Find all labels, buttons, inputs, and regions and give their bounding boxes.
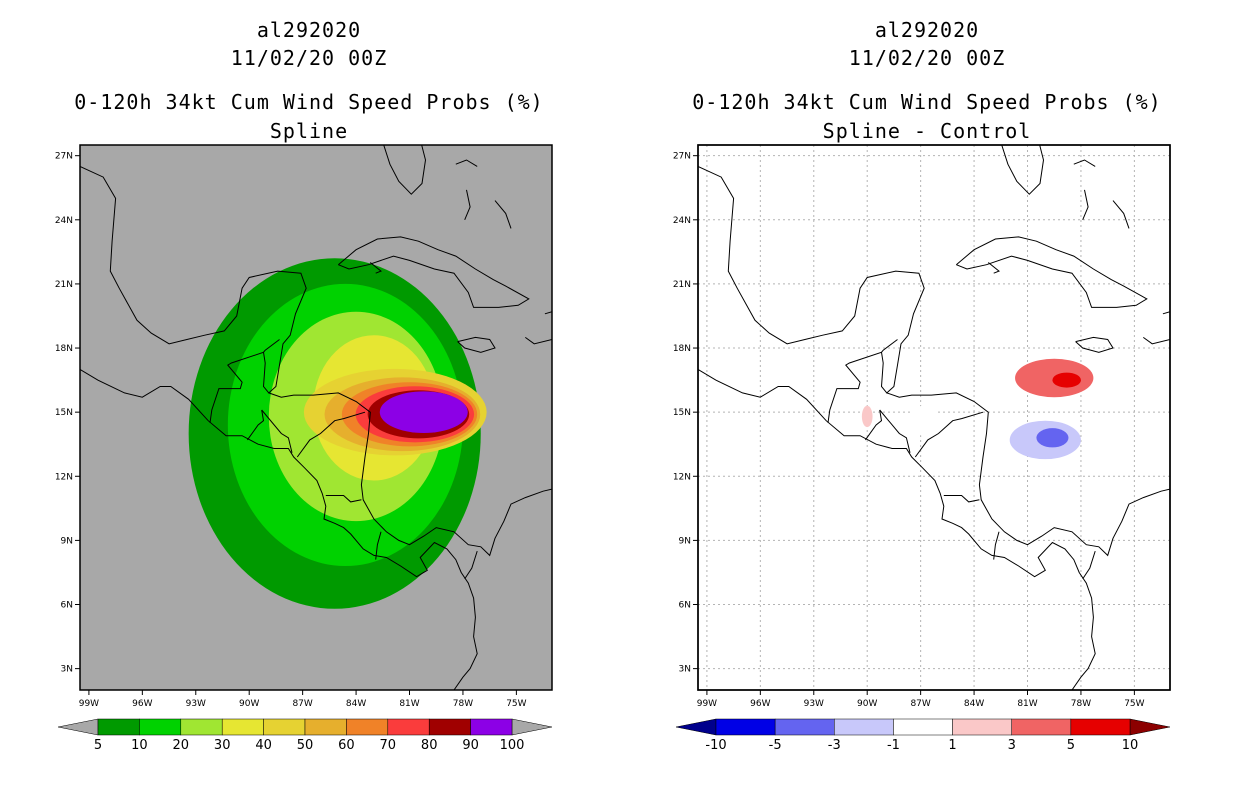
- difference-panel: al292020 11/02/20 00Z 0-120h 34kt Cum Wi…: [618, 0, 1236, 800]
- y-tick-label: 15N: [55, 408, 73, 418]
- x-tick-label: 90W: [239, 699, 259, 709]
- contour-fill-90: [380, 391, 468, 433]
- colorbar-swatch: [775, 719, 834, 735]
- x-tick-label: 90W: [857, 699, 877, 709]
- colorbar-high-arrow: [512, 719, 552, 735]
- colorbar-swatch: [834, 719, 893, 735]
- spline-panel: al292020 11/02/20 00Z 0-120h 34kt Cum Wi…: [0, 0, 618, 800]
- colorbar-swatch: [429, 719, 470, 735]
- colorbar-swatch: [181, 719, 222, 735]
- y-tick-label: 24N: [673, 216, 691, 226]
- colorbar-label: 20: [173, 738, 190, 753]
- y-tick-label: 18N: [55, 344, 73, 354]
- x-tick-label: 84W: [964, 699, 984, 709]
- y-tick-label: 3N: [679, 665, 691, 675]
- colorbar-label: 40: [255, 738, 272, 753]
- colorbar-swatch: [305, 719, 346, 735]
- x-tick-label: 81W: [1017, 699, 1037, 709]
- colorbar-label: 1: [948, 738, 956, 753]
- y-tick-label: 6N: [679, 601, 691, 611]
- y-tick-label: 21N: [55, 280, 73, 290]
- colorbar-label: 70: [380, 738, 397, 753]
- spline-map-svg: 99W 96W 93W 90W 87W 84W 81W 78W 75W 27N 24N 21N 18N 1…: [0, 0, 618, 800]
- colorbar-label: 50: [297, 738, 314, 753]
- colorbar-low-arrow: [58, 719, 98, 735]
- colorbar-swatch: [471, 719, 512, 735]
- colorbar-label: 3: [1008, 738, 1016, 753]
- colorbar-label: -3: [828, 738, 841, 753]
- colorbar-low-arrow: [676, 719, 716, 735]
- x-tick-label: 96W: [132, 699, 152, 709]
- colorbar-label: 90: [462, 738, 479, 753]
- colorbar-swatch: [893, 719, 952, 735]
- colorbar: 5 10 20 30 40 50 60 70 80 90 100: [58, 719, 552, 753]
- colorbar-swatch: [1012, 719, 1071, 735]
- colorbar-swatch: [222, 719, 263, 735]
- difference-blob: [908, 406, 940, 436]
- y-tick-label: 12N: [673, 472, 691, 482]
- colorbar-swatch: [98, 719, 139, 735]
- difference-blob: [1052, 373, 1080, 388]
- y-tick-label: 15N: [673, 408, 691, 418]
- y-tick-label: 18N: [673, 344, 691, 354]
- colorbar-label: 30: [214, 738, 231, 753]
- colorbar-label: 5: [1067, 738, 1075, 753]
- x-tick-label: 96W: [750, 699, 770, 709]
- colorbar-swatch: [953, 719, 1012, 735]
- colorbar-label: -1: [887, 738, 900, 753]
- colorbar-swatch: [139, 719, 180, 735]
- difference-map-svg: 99W 96W 93W 90W 87W 84W 81W 78W 75W 27N 24N 21N 18N 1…: [618, 0, 1236, 800]
- colorbar-label: 60: [338, 738, 355, 753]
- colorbar-label: 100: [500, 738, 525, 753]
- x-tick-label: 81W: [399, 699, 419, 709]
- colorbar-high-arrow: [1130, 719, 1170, 735]
- colorbar-swatch: [388, 719, 429, 735]
- y-tick-label: 27N: [55, 152, 73, 162]
- x-tick-label: 75W: [1124, 699, 1144, 709]
- colorbar-swatch: [716, 719, 775, 735]
- x-tick-label: 87W: [910, 699, 930, 709]
- x-tick-label: 93W: [804, 699, 824, 709]
- colorbar-label: 80: [421, 738, 438, 753]
- colorbar-label: 10: [131, 738, 148, 753]
- difference-blob: [1036, 428, 1068, 447]
- y-tick-label: 9N: [61, 536, 73, 546]
- y-tick-label: 24N: [55, 216, 73, 226]
- y-tick-label: 21N: [673, 280, 691, 290]
- y-tick-label: 9N: [679, 536, 691, 546]
- colorbar-swatch: [346, 719, 387, 735]
- x-tick-label: 78W: [1071, 699, 1091, 709]
- x-tick-label: 84W: [346, 699, 366, 709]
- y-tick-label: 6N: [61, 601, 73, 611]
- difference-blob: [862, 406, 873, 427]
- x-tick-label: 78W: [453, 699, 473, 709]
- y-tick-label: 12N: [55, 472, 73, 482]
- y-tick-label: 3N: [61, 665, 73, 675]
- colorbar: -10 -5 -3 -1 1 3 5 10: [676, 719, 1170, 753]
- x-tick-label: 93W: [186, 699, 206, 709]
- x-tick-label: 87W: [292, 699, 312, 709]
- x-tick-label: 99W: [79, 699, 99, 709]
- y-tick-label: 27N: [673, 152, 691, 162]
- colorbar-label: 10: [1122, 738, 1139, 753]
- colorbar-swatch: [1071, 719, 1130, 735]
- x-tick-label: 75W: [506, 699, 526, 709]
- colorbar-label: -10: [705, 738, 726, 753]
- colorbar-label: 5: [94, 738, 102, 753]
- colorbar-label: -5: [769, 738, 782, 753]
- colorbar-swatch: [264, 719, 305, 735]
- x-tick-label: 99W: [697, 699, 717, 709]
